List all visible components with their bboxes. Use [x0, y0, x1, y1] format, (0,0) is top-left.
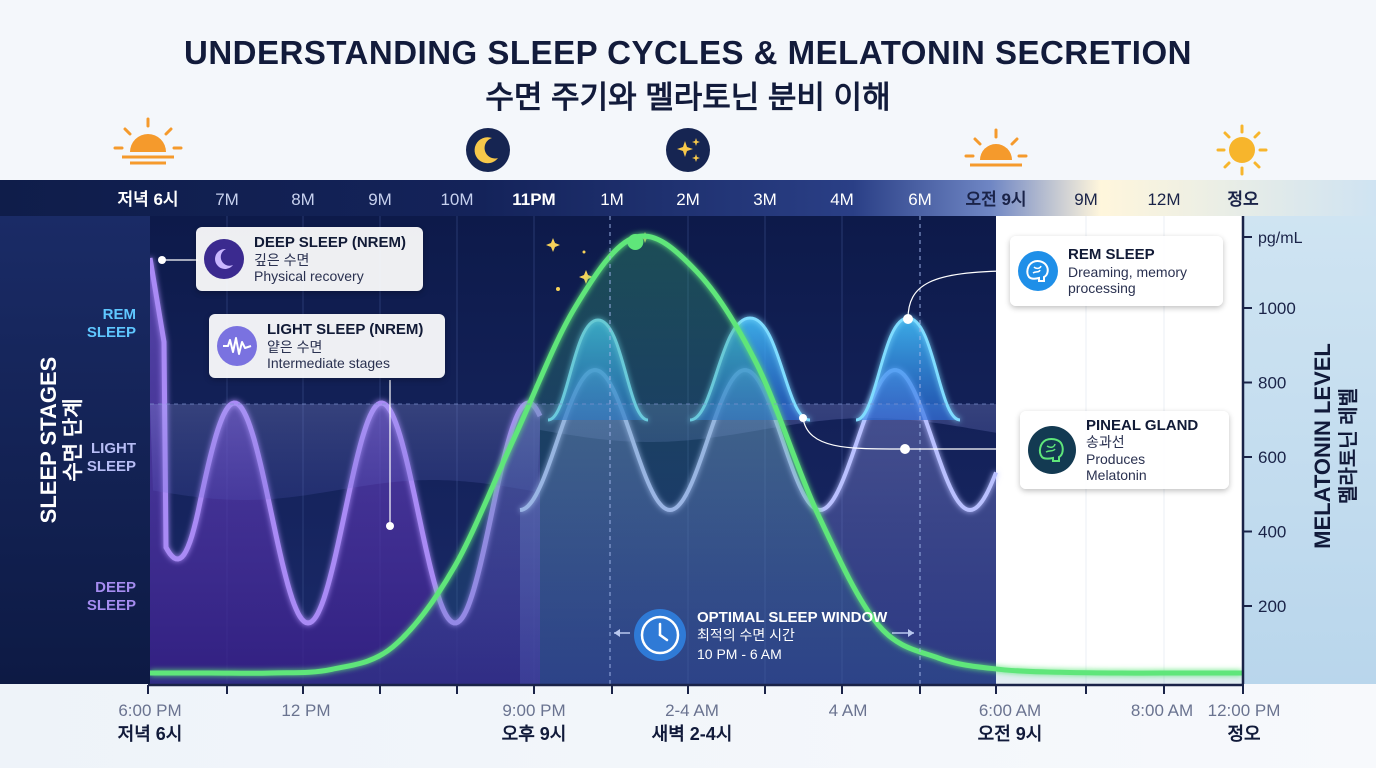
pineal-gland-callout: PINEAL GLAND 송과선 Produces Melatonin	[1020, 411, 1229, 489]
optimal-window-title: OPTIMAL SLEEP WINDOW	[697, 609, 888, 626]
optimal-window: OPTIMAL SLEEP WINDOW 최적의 수면 시간 10 PM - 6…	[614, 609, 914, 662]
top-time-label: 1M	[600, 190, 624, 209]
pineal-gland-desc1: Produces	[1086, 450, 1146, 467]
deep-sleep-title: DEEP SLEEP (NREM)	[254, 234, 406, 252]
callout-leaders	[162, 259, 1020, 525]
top-time-label: 오전 9시	[965, 190, 1026, 209]
level-rem-line1: REM	[103, 306, 136, 323]
top-time-label: 11PM	[512, 190, 555, 209]
top-time-label: 9M	[1074, 190, 1098, 209]
right-axis-title-en: MELATONIN LEVEL	[1310, 343, 1335, 549]
sunrise-icon	[964, 128, 1028, 167]
bottom-axis-label: 8:00 AM	[1131, 701, 1193, 720]
level-deep-line1: DEEP	[95, 579, 136, 596]
top-time-label: 3M	[753, 190, 777, 209]
top-time-label: 10M	[440, 190, 473, 209]
left-axis: SLEEP STAGES 수면 단계 REM SLEEP LIGHT SLEEP…	[36, 306, 136, 614]
optimal-window-ko: 최적의 수면 시간	[697, 627, 795, 643]
bottom-axis-panel	[0, 684, 1376, 768]
optimal-window-markers	[150, 216, 996, 684]
deep-sleep-ko: 깊은 수면	[254, 251, 310, 268]
top-time-label: 정오	[1227, 190, 1259, 209]
bottom-axis-label: 12:00 PM	[1208, 701, 1281, 720]
rem-sleep-callout: REM SLEEP Dreaming, memory processing	[1010, 236, 1223, 306]
pineal-gland-desc2: Melatonin	[1086, 466, 1147, 483]
melatonin-line	[150, 233, 1242, 676]
brain-icon	[1018, 251, 1058, 291]
moon-icon	[466, 128, 510, 172]
light-sleep-title: LIGHT SLEEP (NREM)	[267, 321, 424, 339]
rem-sleep-desc2: processing	[1068, 279, 1136, 296]
top-time-band	[0, 180, 1376, 216]
deep-sleep-area	[150, 258, 540, 684]
right-axis-panel	[1242, 216, 1376, 684]
melatonin-area	[150, 235, 1242, 684]
chart-subtitle: 수면 주기와 멜라토닌 분비 이해	[485, 80, 890, 115]
bottom-axis-label-ko: 정오	[1227, 724, 1260, 744]
right-axis-unit: pg/mL	[1258, 230, 1303, 247]
top-time-labels: 저녁 6시 7M 8M 9M 10M 11PM 1M 2M 3M 4M 6M 오전 9시 9M 12M 정오	[117, 190, 1259, 209]
deep-sleep-desc: Physical recovery	[254, 267, 364, 284]
bottom-axis-label-ko: 오후 9시	[502, 724, 567, 744]
bottom-axis-label: 6:00 PM	[118, 701, 181, 720]
optimal-window-range: 10 PM - 6 AM	[697, 646, 782, 662]
left-axis-title-en: SLEEP STAGES	[36, 357, 61, 524]
bottom-axis-label-ko: 새벽 2-4시	[652, 724, 733, 744]
pineal-gland-ko: 송과선	[1086, 434, 1125, 451]
bottom-axis-label: 12 PM	[281, 701, 330, 720]
bottom-axis: 6:00 PM 저녁 6시 12 PM 9:00 PM 오후 9시 2-4 AM 새벽 2-…	[118, 683, 1281, 744]
rem-sleep-title: REM SLEEP	[1068, 246, 1155, 264]
light-sleep-band	[150, 404, 996, 500]
top-time-label: 9M	[368, 190, 392, 209]
callout-dots	[158, 256, 913, 530]
light-sleep-desc: Intermediate stages	[267, 354, 390, 371]
top-time-label: 2M	[676, 190, 700, 209]
top-time-label: 4M	[830, 190, 854, 209]
sun-icon	[1216, 124, 1268, 176]
level-light-line1: LIGHT	[91, 440, 136, 457]
right-axis-title-ko: 멜라토닌 레벨	[1337, 388, 1360, 504]
clock-icon	[634, 609, 686, 661]
level-deep-line2: SLEEP	[87, 597, 136, 614]
right-axis-tick-label: 200	[1258, 597, 1286, 616]
bottom-axis-label: 9:00 PM	[502, 701, 565, 720]
wave-icon	[217, 326, 257, 366]
rem-sleep-peak	[856, 318, 960, 420]
light-sleep-callout: LIGHT SLEEP (NREM) 얕은 수면 Intermediate st…	[209, 314, 445, 378]
top-time-label: 8M	[291, 190, 315, 209]
bottom-axis-label: 2-4 AM	[665, 701, 719, 720]
right-axis-tick-label: 800	[1258, 374, 1286, 393]
sunset-icon	[113, 117, 183, 165]
bottom-axis-label: 4 AM	[829, 701, 868, 720]
melatonin-series	[150, 233, 1242, 684]
rem-sleep-desc1: Dreaming, memory	[1068, 263, 1188, 280]
bottom-axis-label-ko: 저녁 6시	[118, 724, 183, 744]
top-time-label: 7M	[215, 190, 239, 209]
brain-icon	[1028, 426, 1076, 474]
melatonin-peak-point	[627, 234, 644, 250]
top-time-label: 12M	[1147, 190, 1180, 209]
right-axis-tick-label: 400	[1258, 523, 1286, 542]
left-axis-panel	[0, 216, 150, 684]
bottom-axis-label-ko: 오전 9시	[978, 724, 1043, 744]
right-axis-tick-label: 600	[1258, 448, 1286, 467]
right-axis: pg/mL MELATONIN LEVEL 멜라토닌 레벨 200 400 600 8…	[1241, 216, 1360, 684]
pineal-gland-title: PINEAL GLAND	[1086, 417, 1199, 435]
top-time-label: 6M	[908, 190, 932, 209]
level-light-line2: SLEEP	[87, 458, 136, 475]
top-time-label: 저녁 6시	[117, 190, 178, 209]
moon-icon	[204, 239, 244, 279]
bottom-axis-label: 6:00 AM	[979, 701, 1041, 720]
left-axis-title-ko: 수면 단계	[62, 398, 85, 481]
light-sleep-ko: 얕은 수면	[267, 338, 323, 355]
chart-title: UNDERSTANDING SLEEP CYCLES & MELATONIN S…	[184, 34, 1192, 71]
stars-icon	[666, 128, 710, 172]
deep-sleep-callout: DEEP SLEEP (NREM) 깊은 수면 Physical recover…	[196, 227, 423, 291]
right-axis-tick-label: 1000	[1258, 299, 1296, 318]
level-rem-line2: SLEEP	[87, 324, 136, 341]
